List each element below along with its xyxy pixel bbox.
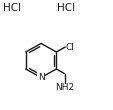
Text: NH2: NH2 xyxy=(55,83,74,92)
Text: HCl: HCl xyxy=(3,3,21,13)
Text: N: N xyxy=(37,73,44,82)
Text: Cl: Cl xyxy=(65,43,74,51)
Text: HCl: HCl xyxy=(56,3,74,13)
